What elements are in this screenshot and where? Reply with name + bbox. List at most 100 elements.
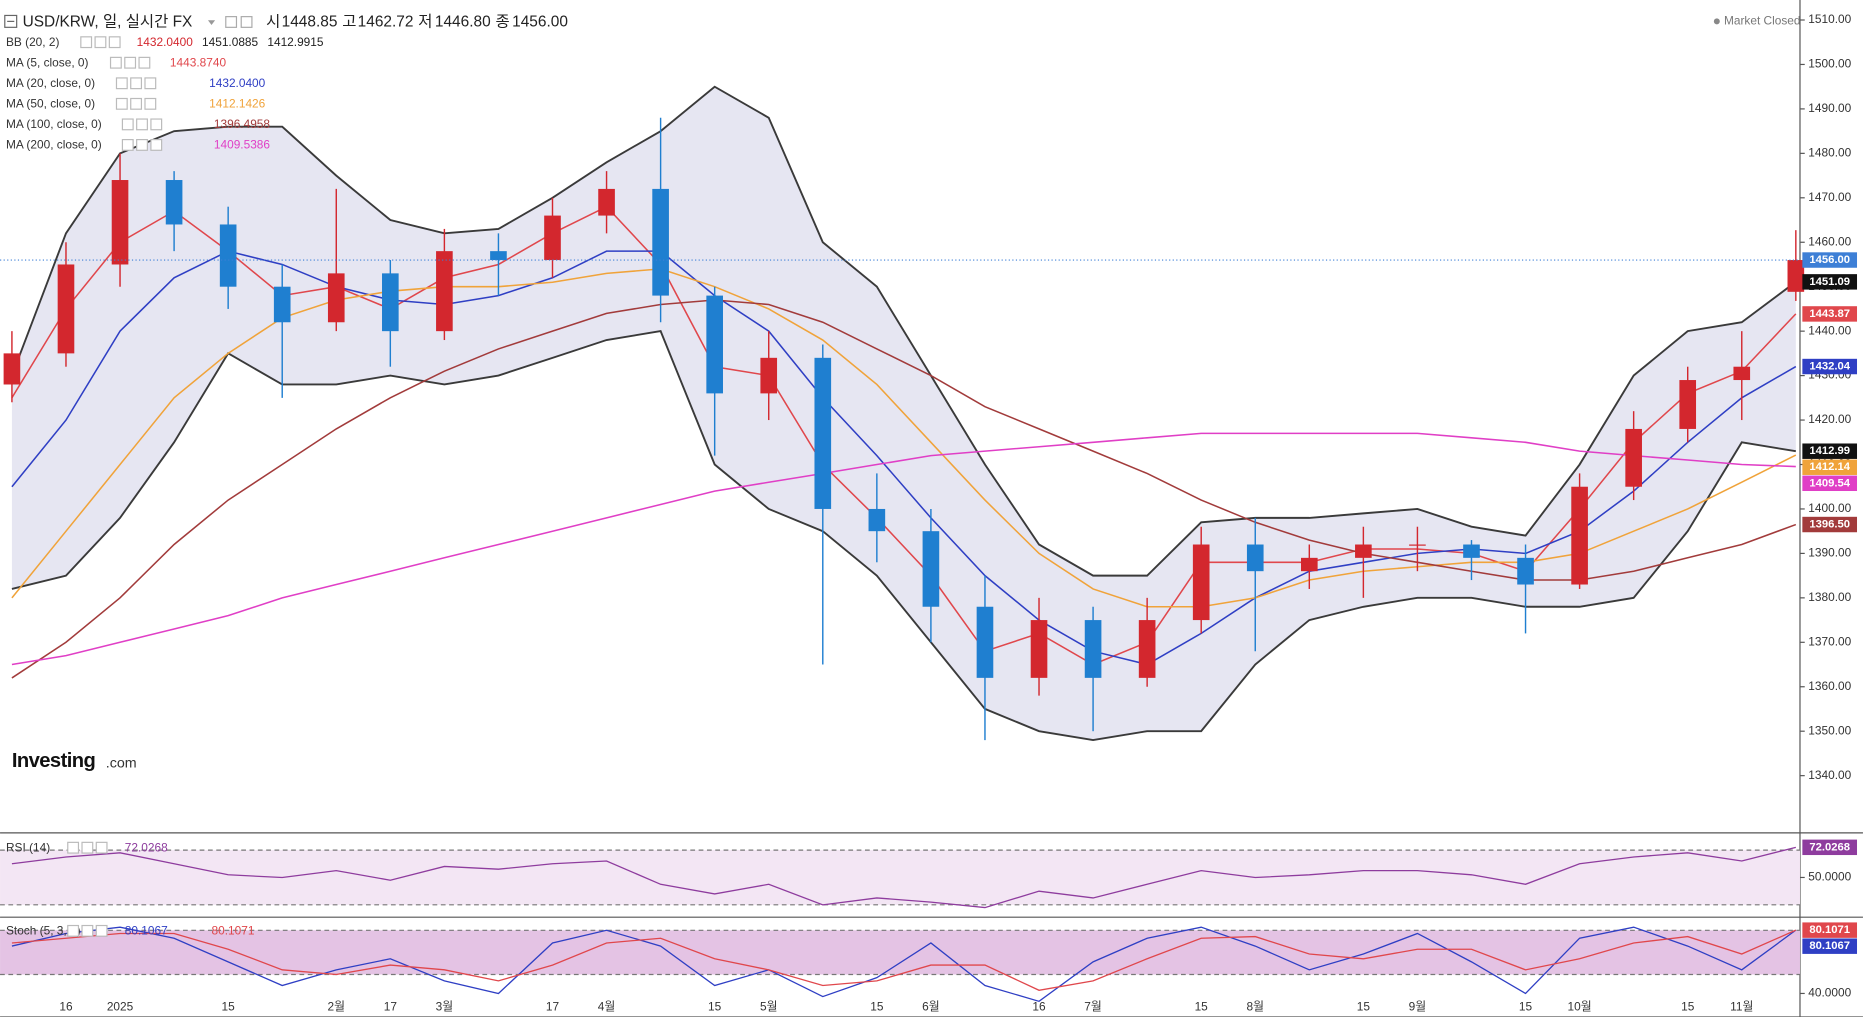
candle-body <box>327 273 345 323</box>
legend-value: 1412.1426 <box>209 97 266 111</box>
candle-body <box>1571 486 1588 585</box>
legend-icon[interactable] <box>121 118 134 131</box>
x-tick-label: 7월 <box>1084 1000 1102 1014</box>
legend-icon[interactable] <box>144 77 157 90</box>
legend-icon[interactable] <box>115 77 128 90</box>
legend-icon[interactable] <box>67 841 80 854</box>
x-tick-label: 16 <box>1032 1000 1046 1014</box>
ohlc-value: 1462.72 <box>358 14 414 31</box>
legend-icon[interactable] <box>124 56 137 69</box>
legend-value: 1412.9915 <box>267 35 324 49</box>
hide-icon[interactable] <box>240 16 253 28</box>
candle-body <box>1084 620 1102 678</box>
legend-name: MA (50, close, 0) <box>6 97 95 111</box>
status-dot <box>1713 18 1720 25</box>
market-status: Market Closed <box>1724 14 1801 28</box>
y-tick-label: 1490.00 <box>1808 101 1851 115</box>
legend-icon[interactable] <box>80 36 93 49</box>
y-tick-label: 1370.00 <box>1808 634 1851 648</box>
candle-body <box>273 286 291 323</box>
legend-name: MA (100, close, 0) <box>6 117 102 131</box>
band-fill <box>0 930 1800 975</box>
x-tick-label: 15 <box>1195 1000 1209 1014</box>
moving-average <box>11 299 1797 679</box>
legend-icon[interactable] <box>150 139 163 151</box>
legend-icon[interactable] <box>121 139 134 151</box>
legend-icon[interactable] <box>138 56 151 69</box>
candle-body <box>1138 620 1156 678</box>
legend-name: MA (200, close, 0) <box>6 138 102 152</box>
y-tick-label: 1500.00 <box>1808 57 1851 71</box>
legend-name: MA (20, close, 0) <box>6 76 95 90</box>
ohlc-value: 1456.00 <box>512 14 568 31</box>
legend-icon[interactable] <box>150 118 163 131</box>
legend-value: 1432.0400 <box>209 76 266 90</box>
logo-suffix: .com <box>106 756 137 772</box>
legend-icon[interactable] <box>81 924 94 937</box>
legend-icon[interactable] <box>136 118 148 131</box>
x-tick-label: 10월 <box>1568 1000 1592 1014</box>
price-tag <box>1802 475 1858 492</box>
price-tag-label: 1432.04 <box>1809 361 1850 373</box>
legend-icon[interactable] <box>67 924 80 937</box>
legend-value: 1396.4958 <box>214 117 271 131</box>
x-tick-label: 9월 <box>1409 1000 1427 1014</box>
y-tick-label: 1360.00 <box>1808 679 1851 693</box>
moving-average <box>11 432 1796 666</box>
legend-icon[interactable] <box>136 139 148 151</box>
x-tick-label: 5월 <box>760 1000 778 1014</box>
price-tag-label: 1443.87 <box>1809 308 1850 320</box>
candle-body <box>1787 260 1805 292</box>
settings-icon[interactable] <box>225 16 238 28</box>
price-tag <box>1802 274 1858 290</box>
candle-body <box>1192 544 1210 621</box>
legend-icon[interactable] <box>95 841 108 854</box>
logo: Investing .com <box>12 750 137 772</box>
candle-body <box>1463 544 1480 558</box>
candle-body <box>490 251 507 261</box>
bb-upper <box>11 85 1797 577</box>
candle-body <box>1517 557 1534 585</box>
legend-icon[interactable] <box>130 97 143 110</box>
moving-average <box>11 250 1797 666</box>
price-tag-label: 80.1071 <box>1809 924 1850 936</box>
candle-body <box>760 357 778 394</box>
price-tag-label: 80.1067 <box>1809 940 1850 952</box>
x-tick-label: 15 <box>708 1000 722 1014</box>
y-tick-label: 1480.00 <box>1808 145 1851 159</box>
x-tick-label: 2025 <box>107 1000 134 1014</box>
ohlc-label: 저 <box>418 13 432 31</box>
candle-body <box>1679 380 1697 429</box>
band-fill <box>0 850 1800 905</box>
candle-body <box>1733 366 1751 381</box>
legend-icon[interactable] <box>144 97 157 110</box>
candle-body <box>111 180 129 265</box>
indicator-line <box>11 846 1796 909</box>
legend-value: 1451.0885 <box>202 35 259 49</box>
price-tag <box>1802 839 1858 856</box>
y-tick-label: 50.0000 <box>1808 870 1851 884</box>
legend-icon[interactable] <box>115 97 128 110</box>
price-tag <box>1802 306 1858 322</box>
ohlc-label: 시 <box>266 14 280 31</box>
price-tag <box>1802 443 1858 459</box>
collapse-icon[interactable] <box>4 14 18 28</box>
legend-icon[interactable] <box>94 36 107 49</box>
dropdown-icon[interactable] <box>207 20 216 25</box>
legend-icon[interactable] <box>130 77 143 90</box>
legend-icon[interactable] <box>108 36 121 49</box>
logo-name: Investing <box>12 750 95 772</box>
y-tick-label: 1510.00 <box>1808 12 1851 26</box>
price-tag-label: 1409.54 <box>1809 477 1850 489</box>
legend-icon[interactable] <box>109 56 122 69</box>
indicator-value: 80.1071 <box>212 924 255 938</box>
candle-body <box>814 357 832 509</box>
y-tick-label: 1400.00 <box>1808 501 1851 515</box>
price-tag-label: 1412.14 <box>1809 461 1850 473</box>
legend-icon[interactable] <box>95 924 108 937</box>
legend-icon[interactable] <box>81 841 94 854</box>
ohlc-value: 1448.85 <box>282 14 338 31</box>
candle-body <box>219 224 237 287</box>
